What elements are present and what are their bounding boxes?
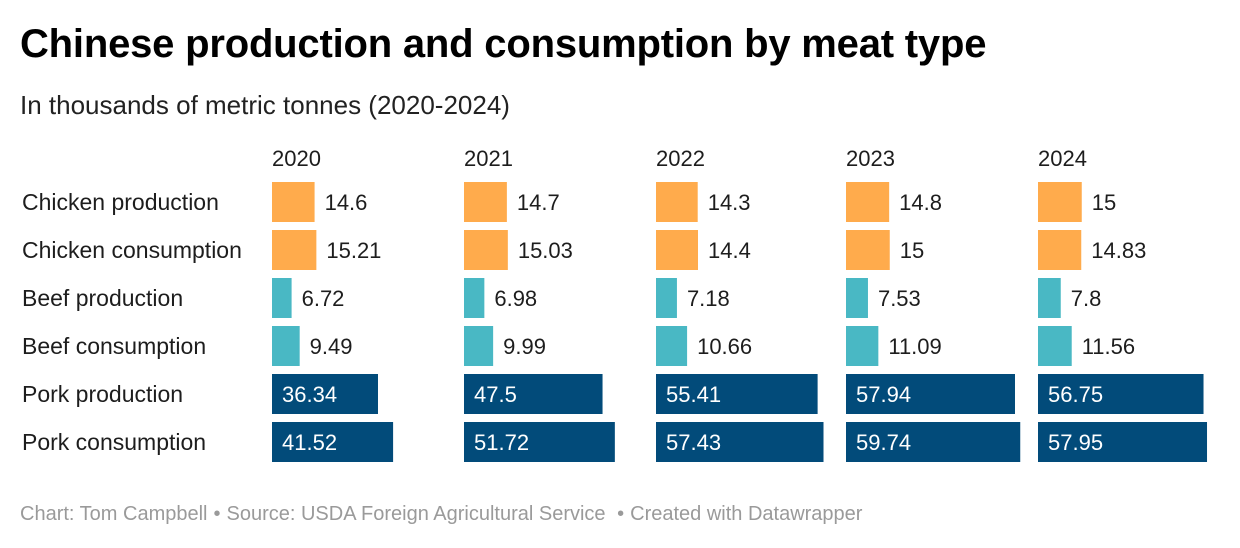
bar-value-label: 15.03 [518, 238, 573, 263]
bar [846, 326, 879, 366]
bar [1038, 326, 1072, 366]
row-label: Beef consumption [22, 333, 206, 359]
bar [656, 278, 677, 318]
column-header: 2023 [846, 146, 895, 171]
bar-value-label: 9.99 [503, 334, 546, 359]
row-label: Beef production [22, 285, 183, 311]
bar-value-label: 10.66 [697, 334, 752, 359]
bar [464, 230, 508, 270]
chart-footer: Chart: Tom Campbell • Source: USDA Foreign… [20, 503, 863, 525]
column-header: 2022 [656, 146, 705, 171]
bar [272, 326, 300, 366]
bar-value-label: 47.5 [474, 382, 517, 407]
bar-value-label: 51.72 [474, 430, 529, 455]
bar [1038, 374, 1204, 414]
footer-source: Source: USDA Foreign Agricultural Servic… [226, 503, 606, 525]
bar [272, 278, 292, 318]
bar [464, 374, 603, 414]
bar-value-label: 41.52 [282, 430, 337, 455]
bar-value-label: 36.34 [282, 382, 337, 407]
row-label: Chicken consumption [22, 237, 242, 263]
bar [464, 422, 615, 462]
row-label: Pork production [22, 381, 183, 407]
bar [272, 230, 317, 270]
bar [1038, 230, 1082, 270]
bar-value-label: 14.6 [325, 190, 368, 215]
column-header: 2024 [1038, 146, 1087, 171]
bar-value-label: 15 [900, 238, 924, 263]
bar [464, 182, 507, 222]
bar-value-label: 15 [1092, 190, 1116, 215]
bar [1038, 182, 1082, 222]
row-label: Chicken production [22, 189, 219, 215]
bar [272, 374, 378, 414]
bar-value-label: 59.74 [856, 430, 911, 455]
bar-value-label: 14.3 [708, 190, 751, 215]
bar-value-label: 57.94 [856, 382, 911, 407]
column-header: 2020 [272, 146, 321, 171]
bar [846, 182, 890, 222]
bar-value-label: 15.21 [326, 238, 381, 263]
bar-value-label: 7.53 [878, 286, 921, 311]
bar [656, 374, 818, 414]
bar-value-label: 56.75 [1048, 382, 1103, 407]
bar [272, 422, 394, 462]
bar [272, 182, 315, 222]
chart-subtitle: In thousands of metric tonnes (2020-2024… [20, 90, 510, 120]
bar-value-label: 7.18 [687, 286, 730, 311]
bar [656, 182, 698, 222]
bar [656, 326, 688, 366]
bar [1038, 278, 1061, 318]
bar [846, 278, 868, 318]
bar-value-label: 55.41 [666, 382, 721, 407]
row-label: Pork consumption [22, 429, 206, 455]
footer-credit: Chart: Tom Campbell [20, 503, 208, 525]
bar [846, 374, 1015, 414]
bar-value-label: 7.8 [1071, 286, 1102, 311]
bar [464, 326, 494, 366]
bar-value-label: 6.72 [302, 286, 345, 311]
bar-value-label: 14.83 [1091, 238, 1146, 263]
chart-title: Chinese production and consumption by me… [20, 22, 987, 66]
bar-value-label: 14.8 [899, 190, 942, 215]
bar-value-label: 11.09 [888, 334, 941, 359]
bar [656, 422, 824, 462]
bar-value-label: 57.95 [1048, 430, 1103, 455]
bar [846, 422, 1021, 462]
column-header: 2021 [464, 146, 513, 171]
footer-created: Created with Datawrapper [630, 503, 863, 525]
bar-value-label: 11.56 [1082, 334, 1135, 359]
bar-value-label: 6.98 [494, 286, 537, 311]
bar-value-label: 9.49 [310, 334, 353, 359]
bar [846, 230, 890, 270]
bar-value-label: 57.43 [666, 430, 721, 455]
bar-value-label: 14.4 [708, 238, 751, 263]
bar-value-label: 14.7 [517, 190, 560, 215]
bar [1038, 422, 1208, 462]
bar [656, 230, 698, 270]
bar [464, 278, 485, 318]
